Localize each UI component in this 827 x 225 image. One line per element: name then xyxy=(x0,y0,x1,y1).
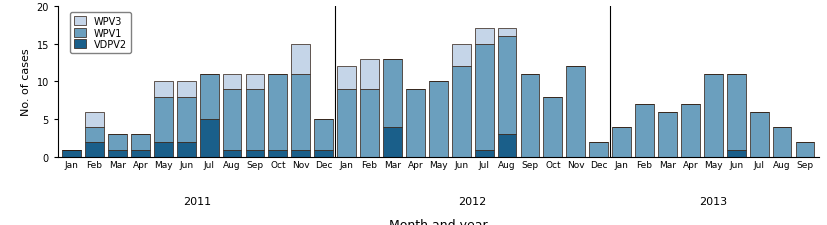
Bar xyxy=(177,82,196,97)
Bar xyxy=(85,112,104,127)
Bar xyxy=(108,150,127,157)
Bar xyxy=(475,150,494,157)
Bar xyxy=(154,82,173,97)
Bar xyxy=(200,120,218,158)
Bar xyxy=(566,67,586,158)
Bar xyxy=(177,142,196,158)
Text: 2012: 2012 xyxy=(458,196,487,206)
Bar xyxy=(796,142,815,158)
Bar xyxy=(704,75,723,158)
Bar xyxy=(452,44,471,67)
Bar xyxy=(750,112,768,158)
Bar xyxy=(291,45,310,75)
Bar xyxy=(85,127,104,142)
Bar xyxy=(154,97,173,142)
Bar xyxy=(475,29,494,45)
Bar xyxy=(361,60,379,90)
Bar xyxy=(475,45,494,150)
Bar xyxy=(131,150,150,157)
Bar xyxy=(543,97,562,158)
Bar xyxy=(246,75,265,90)
Bar xyxy=(222,150,241,157)
Bar xyxy=(314,150,333,157)
Bar xyxy=(635,105,654,158)
Bar xyxy=(612,127,631,158)
Bar xyxy=(246,90,265,150)
Bar xyxy=(108,135,127,150)
Bar xyxy=(727,75,746,150)
Bar xyxy=(337,67,356,90)
Bar xyxy=(452,67,471,158)
Bar xyxy=(200,75,218,120)
Bar xyxy=(498,29,516,37)
Bar xyxy=(291,150,310,157)
Bar xyxy=(383,60,402,127)
Bar xyxy=(269,75,287,150)
Bar xyxy=(177,97,196,142)
Legend: WPV3, WPV1, VDPV2: WPV3, WPV1, VDPV2 xyxy=(70,13,131,54)
Bar xyxy=(85,142,104,158)
Y-axis label: No. of cases: No. of cases xyxy=(21,48,31,116)
Bar xyxy=(383,127,402,158)
Text: Month and year: Month and year xyxy=(389,218,488,225)
Bar xyxy=(498,37,516,135)
Bar xyxy=(291,75,310,150)
Bar xyxy=(269,150,287,157)
Bar xyxy=(222,75,241,90)
Bar xyxy=(658,112,676,158)
Bar xyxy=(590,142,608,158)
Bar xyxy=(154,142,173,158)
Bar xyxy=(62,150,81,157)
Text: 2013: 2013 xyxy=(700,196,728,206)
Bar xyxy=(337,90,356,158)
Text: 2011: 2011 xyxy=(184,196,212,206)
Bar xyxy=(246,150,265,157)
Bar xyxy=(681,105,700,158)
Bar xyxy=(498,135,516,158)
Bar xyxy=(361,90,379,158)
Bar xyxy=(222,90,241,150)
Bar xyxy=(429,82,447,158)
Bar xyxy=(406,90,425,158)
Bar xyxy=(131,135,150,150)
Bar xyxy=(520,75,539,158)
Bar xyxy=(772,127,791,158)
Bar xyxy=(314,120,333,150)
Bar xyxy=(727,150,746,157)
